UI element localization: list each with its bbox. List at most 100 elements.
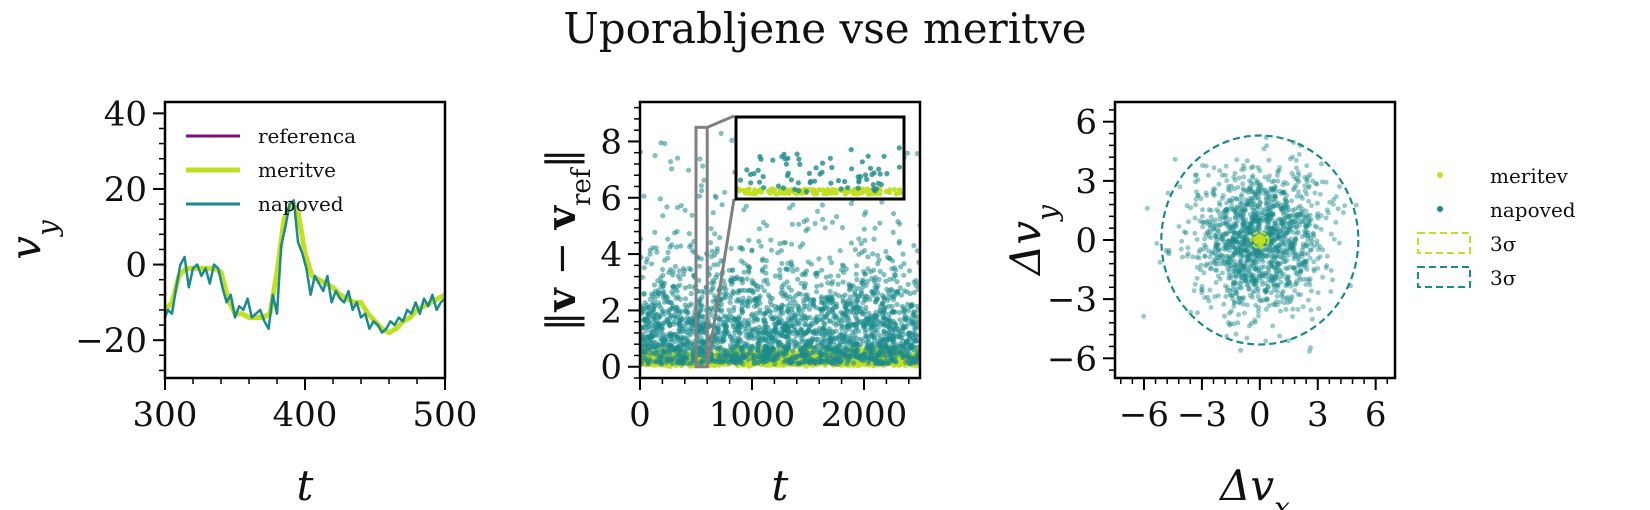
point-napoved xyxy=(1260,207,1266,213)
inset-point-napoved xyxy=(807,180,813,186)
point-napoved xyxy=(726,307,732,313)
inset-point-napoved xyxy=(864,176,870,182)
point-napoved xyxy=(1250,225,1256,231)
point-napoved xyxy=(762,320,768,326)
point-napoved xyxy=(1227,266,1233,272)
point-napoved xyxy=(862,308,868,314)
point-napoved xyxy=(1246,240,1252,246)
point-napoved xyxy=(756,226,763,232)
point-napoved xyxy=(794,353,800,359)
point-napoved xyxy=(1200,246,1206,252)
point-napoved xyxy=(755,354,761,360)
point-napoved xyxy=(768,237,774,243)
point-napoved xyxy=(1250,188,1255,194)
point-napoved xyxy=(1272,302,1278,308)
point-napoved xyxy=(903,316,909,322)
point-napoved xyxy=(827,318,834,324)
point-napoved xyxy=(782,321,788,328)
point-napoved xyxy=(640,337,646,343)
point-napoved xyxy=(777,315,783,321)
point-napoved xyxy=(1232,299,1237,305)
point-napoved xyxy=(682,285,688,291)
point-napoved xyxy=(659,361,665,367)
point-napoved xyxy=(796,360,802,366)
inset-point-napoved xyxy=(780,185,787,191)
point-napoved xyxy=(911,331,918,337)
point-napoved xyxy=(849,344,855,350)
point-napoved xyxy=(825,356,832,362)
point-napoved xyxy=(908,303,915,309)
point-napoved xyxy=(770,345,776,352)
point-napoved xyxy=(757,310,763,316)
inset-point-napoved xyxy=(813,165,819,171)
point-napoved xyxy=(779,330,785,336)
point-napoved xyxy=(896,343,902,350)
point-napoved xyxy=(758,243,764,249)
point-napoved xyxy=(765,331,771,337)
point-napoved xyxy=(1330,277,1336,283)
point-napoved xyxy=(727,299,733,306)
point-napoved xyxy=(1256,223,1262,229)
point-napoved xyxy=(858,240,864,247)
point-napoved xyxy=(863,319,869,325)
point-napoved xyxy=(736,330,743,336)
point-napoved xyxy=(1200,219,1206,225)
point-napoved xyxy=(807,301,813,307)
point-napoved xyxy=(686,265,692,271)
point-napoved xyxy=(1293,183,1299,188)
point-napoved xyxy=(1281,179,1287,185)
point-napoved xyxy=(1269,187,1275,193)
point-napoved xyxy=(828,260,835,266)
inset-point-napoved xyxy=(859,159,865,165)
point-napoved xyxy=(891,332,897,338)
point-napoved xyxy=(854,336,860,342)
point-napoved xyxy=(709,286,715,292)
point-napoved xyxy=(853,271,859,277)
point-napoved xyxy=(1204,218,1210,224)
inset-point-napoved xyxy=(884,171,890,177)
point-napoved xyxy=(863,327,869,333)
point-napoved xyxy=(805,295,811,301)
inset-point-napoved xyxy=(870,182,876,188)
point-napoved xyxy=(1236,231,1242,236)
point-napoved xyxy=(874,296,881,302)
inset-point-napoved xyxy=(770,157,776,163)
point-napoved xyxy=(843,327,849,334)
point-napoved xyxy=(696,325,702,331)
point-napoved xyxy=(846,283,853,289)
point-napoved xyxy=(682,207,688,213)
point-napoved xyxy=(827,288,833,294)
point-napoved xyxy=(831,302,837,308)
point-napoved xyxy=(660,266,666,273)
inset-point-meritve xyxy=(785,188,792,194)
point-napoved xyxy=(799,272,805,278)
point-napoved xyxy=(649,301,655,308)
point-napoved xyxy=(1232,247,1238,252)
point-napoved xyxy=(1273,245,1279,251)
point-napoved xyxy=(743,333,749,339)
inset-point-napoved xyxy=(835,178,842,184)
point-napoved xyxy=(1247,222,1253,227)
point-napoved xyxy=(890,294,896,300)
point-napoved xyxy=(1230,281,1236,287)
point-napoved xyxy=(685,340,691,346)
point-napoved xyxy=(772,361,778,367)
point-napoved xyxy=(1264,246,1270,252)
series-line-meritve xyxy=(165,201,445,336)
point-napoved xyxy=(701,318,707,324)
point-napoved xyxy=(775,250,781,256)
point-napoved xyxy=(1244,274,1249,280)
point-napoved xyxy=(1279,205,1285,211)
point-napoved xyxy=(642,300,648,306)
point-napoved xyxy=(1249,271,1255,277)
error-time-ytick-label: 4 xyxy=(600,235,622,275)
point-napoved xyxy=(673,353,680,359)
point-napoved xyxy=(765,339,771,345)
point-napoved xyxy=(727,295,733,301)
inset-point-napoved xyxy=(827,155,834,161)
inset-point-napoved xyxy=(784,173,791,179)
point-napoved xyxy=(867,355,873,361)
point-napoved xyxy=(764,305,770,311)
point-napoved xyxy=(1250,290,1256,296)
point-napoved xyxy=(1280,238,1286,244)
